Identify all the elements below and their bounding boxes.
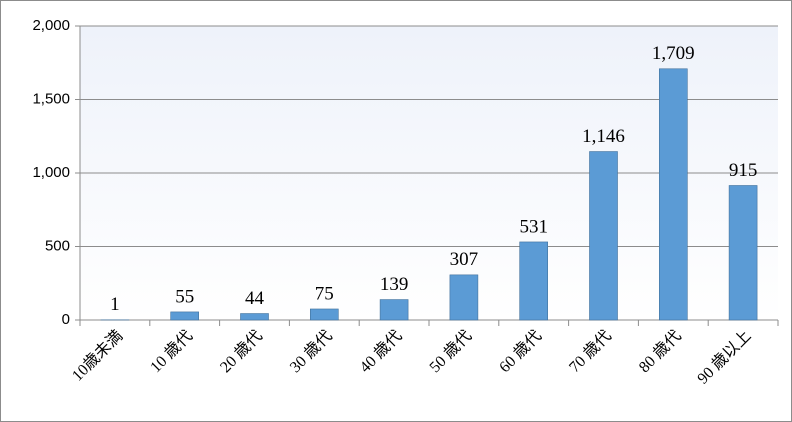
bar [519,241,549,321]
y-tick-label: 500 [45,237,70,254]
data-label: 1,709 [652,43,695,64]
y-tick-label: 2,000 [32,17,70,34]
y-tick-label: 1,000 [32,164,70,181]
bar [728,185,758,321]
data-label: 915 [729,160,758,181]
bar [379,299,409,321]
data-label: 1 [110,294,120,315]
y-tick-label: 1,500 [32,90,70,107]
y-tick-label: 0 [62,311,70,328]
bar [658,68,688,321]
data-label: 531 [519,216,548,237]
bar [240,313,269,321]
bar [309,308,339,321]
data-label: 307 [450,249,479,270]
data-label: 75 [315,283,334,304]
data-label: 1,146 [582,126,625,147]
data-label: 44 [245,288,265,309]
bar [589,151,618,321]
data-label: 55 [175,286,194,307]
data-label: 139 [380,274,409,295]
bar [170,311,199,321]
bar [449,274,479,321]
